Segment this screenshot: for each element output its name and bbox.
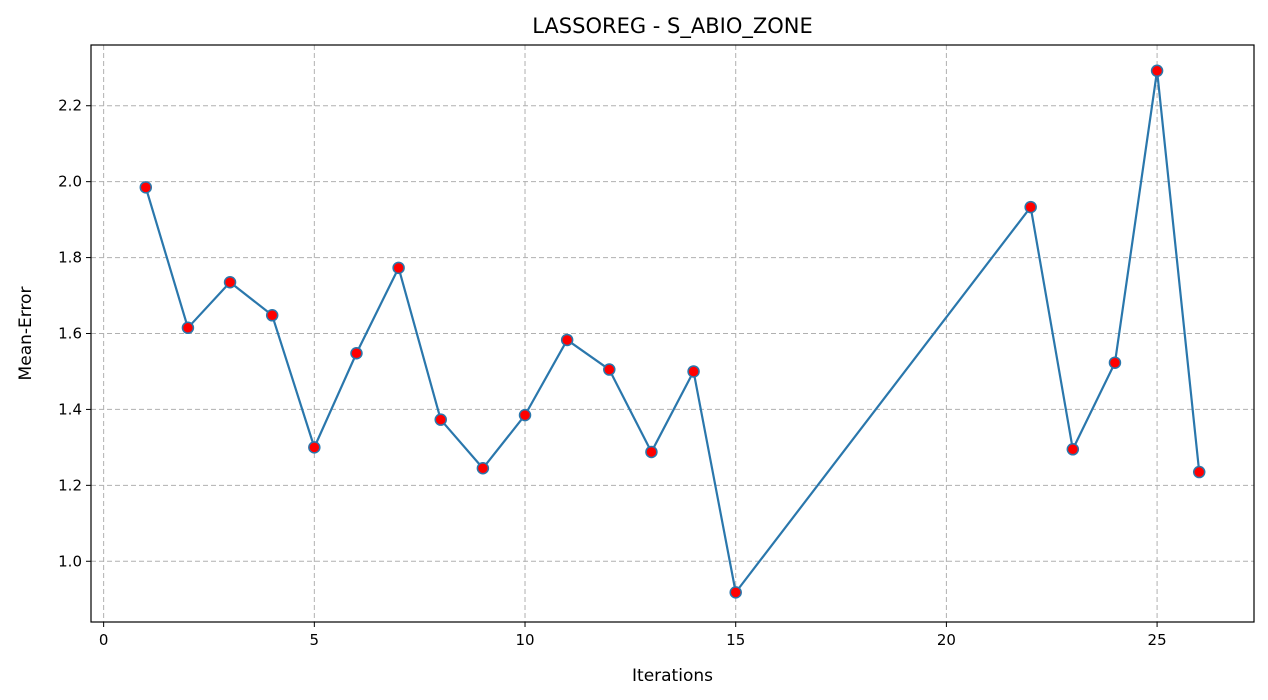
y-tick-label: 1.2 (58, 476, 82, 494)
series-line (144, 69, 1201, 594)
y-tick-label: 1.4 (58, 400, 82, 418)
y-tick-label: 1.6 (58, 325, 82, 343)
data-point (1108, 356, 1122, 369)
grid-layer (91, 45, 1254, 622)
x-tick-label: 25 (1148, 631, 1167, 649)
data-point (434, 413, 447, 426)
data-point (308, 441, 321, 454)
x-tick-label: 15 (726, 631, 745, 649)
data-point (181, 321, 195, 335)
x-tick-label: 5 (310, 631, 320, 649)
data-point (1066, 443, 1080, 456)
data-point (645, 445, 658, 459)
data-point (265, 309, 279, 322)
x-tick-label: 0 (99, 631, 109, 649)
chart-title: LASSOREG - S_ABIO_ZONE (532, 14, 813, 39)
series-line-layer (144, 69, 1201, 594)
x-tick-label: 10 (515, 631, 534, 649)
data-point (223, 276, 237, 289)
data-point (1192, 465, 1206, 479)
tick-layer: 0 5 10 15 20 25 1.0 1.2 1.4 1.6 1.8 2.0 2.2 (58, 97, 1166, 649)
data-point-layer (139, 64, 1206, 599)
y-tick-label: 1.8 (58, 249, 82, 267)
y-tick-label: 1.0 (58, 552, 82, 570)
data-point (1024, 200, 1037, 214)
data-point (139, 181, 153, 194)
x-tick-label: 20 (937, 631, 956, 649)
data-point (687, 365, 700, 378)
y-tick-label: 2.2 (58, 97, 82, 115)
data-point (476, 462, 490, 475)
x-axis-label: Iterations (632, 666, 713, 686)
data-point (518, 408, 532, 422)
data-point (1150, 64, 1164, 78)
data-point (729, 586, 742, 599)
y-axis-label: Mean-Error (16, 287, 36, 381)
data-point (350, 346, 363, 360)
data-point (392, 261, 405, 275)
y-tick-label: 2.0 (58, 173, 82, 191)
data-point (603, 363, 616, 376)
data-point (560, 333, 574, 347)
